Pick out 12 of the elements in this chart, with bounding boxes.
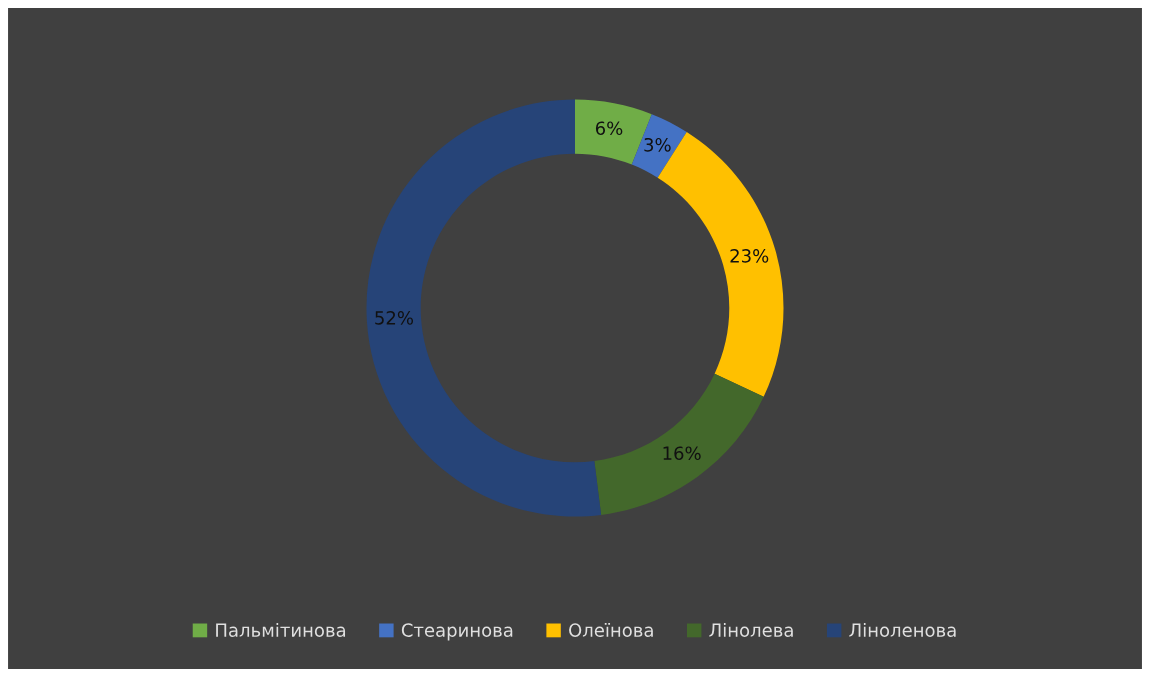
donut-slice — [594, 373, 764, 515]
legend-label: Лінолева — [709, 622, 793, 637]
data-label: 16% — [663, 446, 701, 461]
legend-label: Стеаринова — [401, 623, 513, 641]
data-label: 6% — [595, 121, 623, 136]
donut-slice — [631, 114, 687, 178]
legend-label: Олеїнова — [569, 623, 653, 637]
legend-label: Ліноленова — [849, 622, 956, 637]
data-label: 52% — [375, 311, 414, 325]
data-label: 23% — [730, 249, 769, 263]
data-label: 3% — [644, 137, 671, 152]
legend-label: Пальмітинова — [216, 622, 346, 637]
